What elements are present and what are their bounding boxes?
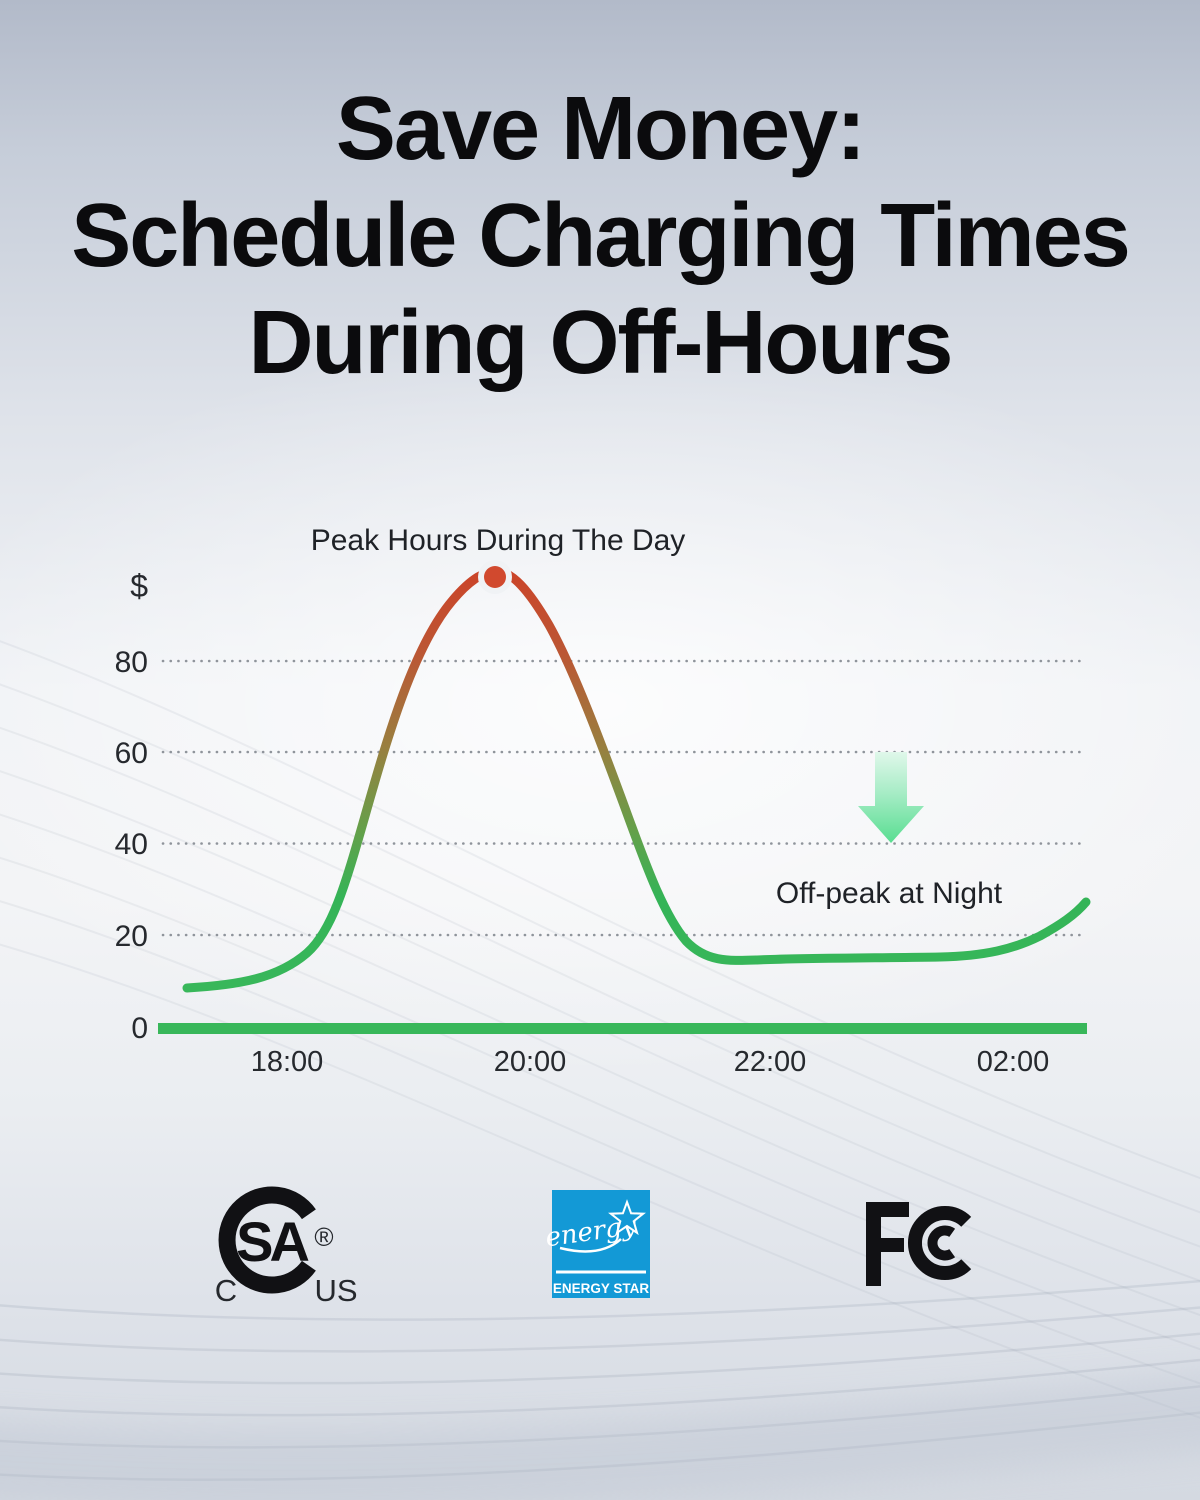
page-title-line-2: Schedule Charging Times	[71, 186, 1131, 286]
price-curve-line	[182, 566, 1091, 993]
fcc-outer-c	[908, 1206, 972, 1280]
y-tick-0: 0	[131, 1012, 148, 1045]
csa-c-label: C	[215, 1273, 237, 1308]
fcc-inner-c	[927, 1225, 956, 1261]
csa-inner-letters: SA	[236, 1210, 308, 1273]
y-tick-20: 20	[114, 920, 148, 953]
offpeak-annotation-label: Off-peak at Night	[775, 877, 1003, 910]
fcc-f-mid-arm	[866, 1238, 904, 1252]
energy-star-swash	[559, 1238, 622, 1253]
x-tick-2200: 22:00	[733, 1046, 807, 1078]
energy-star-star-icon	[608, 1199, 646, 1236]
csa-logo: SA ® C US	[215, 1186, 358, 1308]
peak-annotation-label: Peak Hours During The Day	[310, 524, 686, 557]
fcc-logo	[866, 1202, 972, 1286]
x-tick-1800: 18:00	[250, 1046, 324, 1078]
csa-registered-mark: ®	[314, 1222, 333, 1252]
page-title-line-3: During Off-Hours	[248, 293, 954, 393]
y-axis-unit-label: $	[130, 568, 148, 604]
page-title-line-1: Save Money:	[335, 79, 866, 179]
page-title: Save Money: Schedule Charging Times Duri…	[0, 76, 1200, 397]
energy-star-box	[552, 1190, 650, 1298]
y-tick-40: 40	[114, 828, 148, 861]
y-tick-60: 60	[114, 737, 148, 770]
x-tick-0200: 02:00	[976, 1046, 1050, 1078]
gridlines	[161, 659, 1084, 937]
peak-dot	[484, 566, 506, 588]
y-tick-80: 80	[114, 646, 148, 679]
csa-us-label: US	[314, 1273, 357, 1308]
energy-star-logo: energy ENERGY STAR	[544, 1190, 650, 1298]
fcc-f-top-arm	[866, 1202, 909, 1217]
energy-star-caption: ENERGY STAR	[553, 1281, 650, 1296]
down-arrow-icon	[858, 752, 924, 843]
csa-ring	[218, 1186, 316, 1294]
x-tick-2000: 20:00	[493, 1046, 567, 1078]
